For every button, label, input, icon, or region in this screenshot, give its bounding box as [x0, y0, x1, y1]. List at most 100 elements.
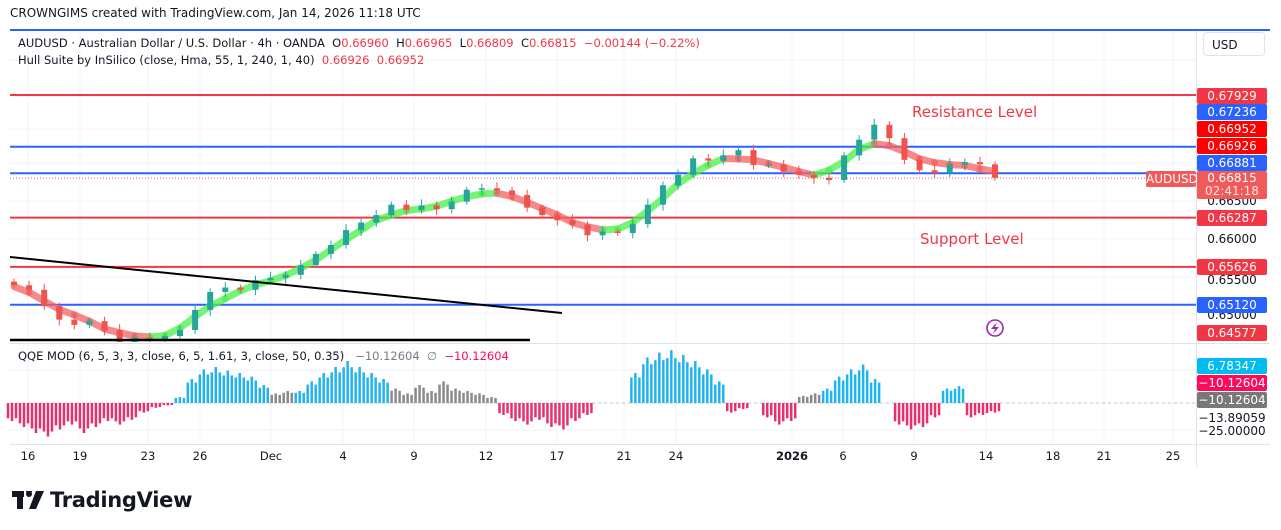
qqe-bar	[989, 403, 993, 412]
support-label[interactable]: Support Level	[920, 230, 1024, 248]
qqe-bar	[166, 403, 170, 406]
candle-body	[916, 159, 923, 171]
qqe-bar	[578, 403, 581, 419]
candle-body	[675, 174, 682, 186]
candle	[86, 318, 93, 328]
candle	[750, 144, 757, 170]
qqe-bar	[254, 380, 258, 403]
tradingview-logo-icon	[12, 491, 44, 509]
candle	[207, 288, 214, 316]
candle-body	[735, 150, 742, 156]
qqe-bar	[698, 367, 701, 403]
candle	[177, 325, 184, 342]
candle	[282, 271, 289, 284]
qqe-bar	[634, 373, 637, 403]
hull-value-label: 0.66926	[1197, 138, 1267, 154]
candle	[720, 149, 727, 165]
candle-body	[644, 204, 651, 225]
candle	[101, 316, 108, 336]
descending-trendline[interactable]	[9, 256, 563, 314]
candle	[976, 156, 983, 169]
currency-button[interactable]: USD	[1203, 32, 1265, 56]
qqe-bar	[150, 403, 154, 408]
qqe-bar	[973, 403, 977, 416]
hull-value-label: 0.66952	[1197, 121, 1267, 137]
time-tick: 9	[910, 449, 918, 463]
qqe-bar	[330, 372, 333, 403]
candle-body	[146, 337, 153, 340]
qqe-bar	[170, 403, 174, 406]
qqe-bar	[638, 377, 641, 403]
candle-body	[86, 321, 93, 325]
qqe-bar	[270, 394, 273, 403]
qqe-bar	[726, 403, 729, 412]
candle	[478, 183, 485, 195]
qqe-bar	[414, 387, 417, 403]
qqe-legend[interactable]: QQE MOD (6, 5, 3, 3, close, 6, 5, 1.61, …	[18, 349, 509, 363]
qqe-bar	[993, 403, 997, 413]
qqe-bar	[829, 390, 833, 403]
qqe-bar	[66, 403, 70, 422]
time-tick: 23	[140, 449, 156, 463]
qqe-axis-label: −10.12604	[1197, 375, 1267, 391]
candle	[614, 228, 621, 237]
candle	[327, 240, 334, 260]
qqe-bar	[422, 387, 425, 403]
symbol-legend[interactable]: AUDUSD · Australian Dollar / U.S. Dollar…	[18, 36, 700, 50]
candle	[222, 282, 229, 297]
candle	[554, 210, 561, 226]
qqe-bar	[734, 403, 737, 412]
candle-body	[403, 204, 410, 210]
qqe-bar	[222, 375, 226, 403]
qqe-bar	[26, 403, 30, 424]
open-label: O	[332, 36, 342, 50]
qqe-bar	[86, 403, 90, 429]
low-value: 0.66809	[466, 36, 514, 50]
time-tick: 12	[478, 449, 494, 463]
hull-legend[interactable]: Hull Suite by InSilico (close, Hma, 55, …	[18, 53, 424, 67]
qqe-bar	[378, 382, 381, 403]
candle	[433, 201, 440, 216]
last-price-value: 0.66815	[1207, 171, 1257, 185]
candle	[841, 152, 848, 183]
price-level-label: 0.66881	[1197, 155, 1267, 171]
tradingview-logo[interactable]: TradingView	[12, 488, 192, 512]
candle	[267, 271, 274, 284]
qqe-bar	[258, 387, 261, 403]
lightning-icon[interactable]	[986, 319, 1004, 337]
qqe-bar	[746, 403, 749, 409]
qqe-bar	[718, 381, 721, 403]
price-level-label: 0.67929	[1197, 88, 1267, 104]
qqe-bar	[346, 361, 349, 403]
candle	[373, 209, 380, 228]
qqe-bar	[54, 403, 58, 426]
qqe-bar	[702, 374, 705, 403]
qqe-bar	[230, 375, 234, 403]
qqe-bar	[202, 369, 206, 403]
chart-created-by: CROWNGIMS created with TradingView.com, …	[10, 6, 421, 20]
hull-indicator-name: Hull Suite by InSilico (close, Hma, 55, …	[18, 53, 315, 67]
qqe-axis-label: −10.12604	[1197, 392, 1267, 408]
candle-body	[11, 281, 17, 286]
qqe-bar	[953, 388, 957, 403]
qqe-bar	[941, 390, 945, 403]
candle-body	[841, 155, 848, 181]
qqe-bar	[98, 403, 102, 424]
qqe-bar	[106, 403, 110, 421]
price-level-label: 0.64577	[1197, 325, 1267, 341]
candle	[252, 275, 259, 296]
qqe-bar	[326, 377, 329, 403]
candle-body	[373, 215, 380, 223]
qqe-bar	[658, 352, 661, 403]
candle-body	[161, 336, 168, 340]
qqe-separator: ∅	[427, 349, 438, 363]
candle	[388, 201, 395, 219]
resistance-label[interactable]: Resistance Level	[912, 103, 1038, 121]
qqe-bar	[434, 392, 437, 403]
candle	[116, 324, 123, 342]
candle	[11, 278, 17, 289]
qqe-bar	[186, 382, 190, 403]
qqe-bar	[945, 388, 949, 403]
qqe-bar	[62, 403, 66, 426]
